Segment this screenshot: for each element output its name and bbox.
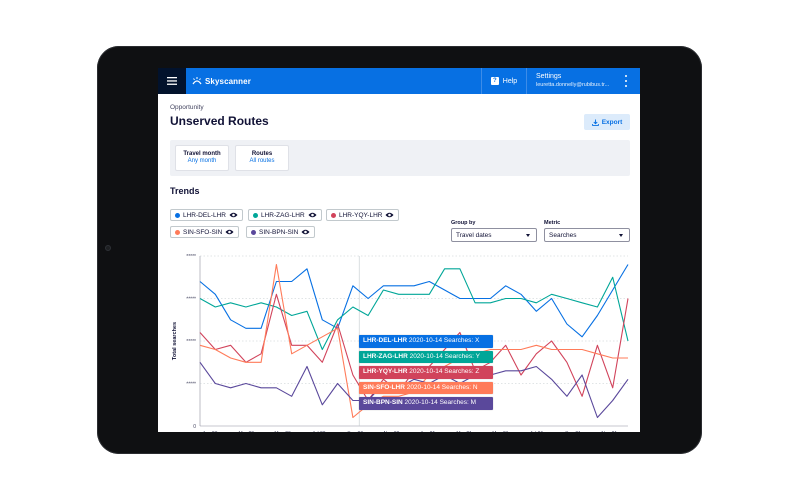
tooltip-lhr-yqy-lhr: LHR-YQY-LHR 2020-10-14 Searches: Z <box>359 366 493 379</box>
color-dot <box>331 212 336 218</box>
tooltip-route: SIN-BPN-SIN <box>363 399 405 406</box>
tooltip-text: 2020-10-14 Searches: Z <box>409 368 480 375</box>
y-tick-label: ***** <box>186 254 196 260</box>
y-tick-label: ***** <box>186 339 196 345</box>
tooltip-route: LHR-DEL-LHR <box>363 337 409 344</box>
eye-icon[interactable] <box>308 212 317 218</box>
route-chip-sin-bpn-sin[interactable]: SIN-BPN-SIN <box>246 226 316 238</box>
travel-month-filter[interactable]: Travel month Any month <box>175 145 229 171</box>
chip-label: LHR-ZAG-LHR <box>261 211 305 219</box>
x-tick-label: Mar 21 <box>456 431 472 432</box>
help-icon: ? <box>490 77 499 85</box>
metric-label: Metric <box>544 220 561 226</box>
color-dot <box>175 229 180 235</box>
group-by-label: Group by <box>451 220 476 226</box>
color-dot <box>251 229 256 235</box>
filter-value: Any month <box>187 158 217 164</box>
x-tick-label: Nov 21 <box>601 431 617 432</box>
metric-select[interactable]: Searches <box>544 228 630 242</box>
x-tick-label: Sep 21 <box>565 431 581 432</box>
hamburger-icon <box>167 77 177 85</box>
x-tick-label: Jan 20 <box>202 431 217 432</box>
tooltip-sin-sfo-lhr: SIN-SFO-LHR 2020-10-14 Searches: N <box>359 381 493 394</box>
top-bar: Skyscanner ? Help Settings leuretta.donn… <box>158 68 640 94</box>
x-tick-label: Jul 21 <box>530 431 544 432</box>
chip-label: LHR-DEL-LHR <box>183 211 226 219</box>
series-line-lhr-del-lhr <box>199 264 629 338</box>
filter-label: Travel month <box>183 151 221 157</box>
page-title: Unserved Routes <box>170 114 269 128</box>
export-button[interactable]: Export <box>584 114 630 130</box>
help-label: Help <box>502 77 518 85</box>
page-overline: Opportunity <box>170 104 204 111</box>
route-chip-sin-sfo-sin[interactable]: SIN-SFO-SIN <box>170 226 240 238</box>
sunrise-icon <box>192 77 202 85</box>
menu-button[interactable] <box>158 68 186 94</box>
eye-icon[interactable] <box>385 212 394 218</box>
tooltip-text: 2020-10-14 Searches: X <box>408 337 480 344</box>
chevron-down-icon <box>526 234 530 237</box>
filter-bar: Travel month Any month Routes All routes <box>170 140 630 176</box>
download-icon <box>591 119 599 126</box>
chip-label: SIN-SFO-SIN <box>183 228 223 236</box>
route-chip-lhr-del-lhr[interactable]: LHR-DEL-LHR <box>170 209 243 221</box>
camera-icon <box>105 245 111 251</box>
tooltip-text: 2020-10-14 Searches: M <box>404 399 477 406</box>
settings-label: Settings <box>536 73 562 80</box>
y-tick-label: ***** <box>186 297 196 303</box>
x-tick-label: Sep 20 <box>347 431 363 432</box>
app-name: Skyscanner <box>205 76 251 86</box>
tooltip-route: LHR-YQY-LHR <box>363 368 410 375</box>
x-tick-label: May 21 <box>492 431 509 432</box>
chip-label: LHR-YQY-LHR <box>339 211 383 219</box>
y-tick-label: 0 <box>193 424 196 430</box>
metric-value: Searches <box>549 231 577 239</box>
series-line-sin-bpn-sin <box>199 361 629 419</box>
more-options-icon[interactable] <box>624 75 628 87</box>
eye-icon[interactable] <box>225 229 234 235</box>
y-axis-label: Total searches <box>172 322 178 360</box>
trends-title: Trends <box>170 186 200 196</box>
app-screen: Skyscanner ? Help Settings leuretta.donn… <box>158 68 640 432</box>
export-label: Export <box>601 118 623 126</box>
filter-label: Routes <box>251 151 273 157</box>
skyscanner-logo[interactable]: Skyscanner <box>192 68 251 94</box>
tooltip-lhr-del-lhr: LHR-DEL-LHR 2020-10-14 Searches: X <box>359 335 493 348</box>
tooltip-text: 2020-10-14 Searches: Y <box>409 352 480 360</box>
tooltip-text: 2020-10-14 Searches: N <box>406 383 478 391</box>
eye-icon[interactable] <box>301 229 310 235</box>
help-button[interactable]: ? Help <box>481 68 527 94</box>
group-by-value: Travel dates <box>456 231 492 239</box>
routes-filter[interactable]: Routes All routes <box>235 145 289 171</box>
tablet-frame: Skyscanner ? Help Settings leuretta.donn… <box>97 46 702 454</box>
tooltip-lhr-zag-lhr: LHR-ZAG-LHR 2020-10-14 Searches: Y <box>359 350 493 363</box>
route-chip-lhr-zag-lhr[interactable]: LHR-ZAG-LHR <box>248 209 322 221</box>
group-by-select[interactable]: Travel dates <box>451 228 537 242</box>
x-tick-label: May 20 <box>274 431 291 432</box>
color-dot <box>175 212 180 218</box>
chip-label: SIN-BPN-SIN <box>259 228 299 236</box>
eye-icon[interactable] <box>229 212 238 218</box>
x-tick-label: Jan 21 <box>420 431 435 432</box>
series-line-lhr-zag-lhr <box>199 268 629 351</box>
color-dot <box>253 212 258 218</box>
tooltip-sin-bpn-sin: SIN-BPN-SIN 2020-10-14 Searches: M <box>359 397 493 410</box>
filter-value: All routes <box>249 158 275 164</box>
user-email: leuretta.donnelly@rubibus.tr... <box>536 82 610 88</box>
x-tick-label: Nov 20 <box>384 431 400 432</box>
x-tick-label: Mar 20 <box>239 431 255 432</box>
settings-menu[interactable]: Settings leuretta.donnelly@rubibus.tr... <box>536 72 609 90</box>
chevron-down-icon <box>619 234 623 237</box>
y-tick-label: ***** <box>186 382 196 388</box>
tooltip-route: LHR-ZAG-LHR <box>363 352 410 360</box>
route-chip-lhr-yqy-lhr[interactable]: LHR-YQY-LHR <box>326 209 400 221</box>
tooltip-route: SIN-SFO-LHR <box>363 383 407 391</box>
x-tick-label: Jul 20 <box>312 431 326 432</box>
